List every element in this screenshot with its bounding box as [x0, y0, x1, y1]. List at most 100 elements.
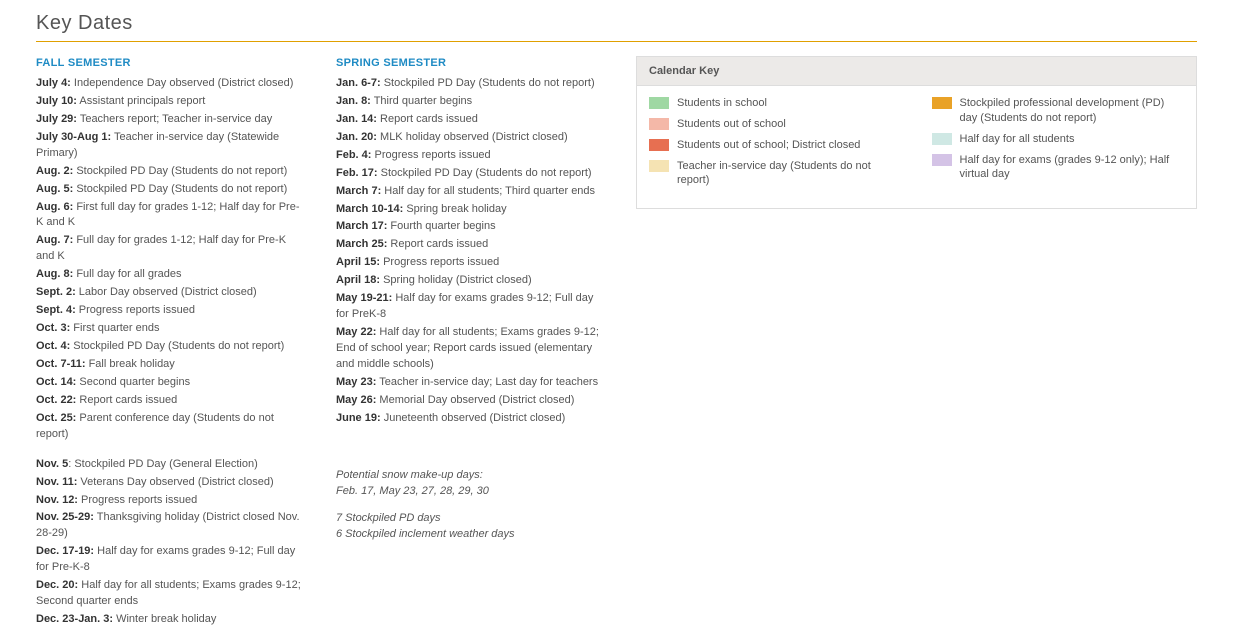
date-label: Sept. 4:	[36, 304, 76, 316]
date-text: Fourth quarter begins	[387, 220, 495, 232]
calendar-key-header: Calendar Key	[637, 57, 1196, 86]
date-label: Jan. 6-7:	[336, 77, 381, 89]
date-text: Labor Day observed (District closed)	[76, 286, 257, 298]
date-label: Oct. 22:	[36, 394, 76, 406]
date-label: Dec. 17-19:	[36, 545, 94, 557]
date-text: Stockpiled PD Day (Students do not repor…	[381, 77, 595, 89]
date-text: Teachers report; Teacher in-service day	[77, 113, 272, 125]
date-item: Nov. 11: Veterans Day observed (District…	[36, 475, 306, 491]
date-text: Veterans Day observed (District closed)	[77, 476, 273, 488]
date-item: Feb. 17: Stockpiled PD Day (Students do …	[336, 166, 606, 182]
date-item: Feb. 4: Progress reports issued	[336, 148, 606, 164]
date-item: July 4: Independence Day observed (Distr…	[36, 76, 306, 92]
date-item: Oct. 4: Stockpiled PD Day (Students do n…	[36, 339, 306, 355]
date-text: Third quarter begins	[371, 95, 472, 107]
color-swatch	[649, 139, 669, 151]
date-text: Second quarter begins	[76, 376, 190, 388]
color-swatch	[649, 118, 669, 130]
spring-header: SPRING SEMESTER	[336, 56, 606, 72]
key-label: Half day for exams (grades 9-12 only); H…	[960, 153, 1185, 183]
date-label: July 10:	[36, 95, 77, 107]
date-label: Feb. 4:	[336, 149, 371, 161]
date-text: Full day for all grades	[73, 268, 181, 280]
key-label: Students out of school	[677, 117, 786, 132]
key-item: Students out of school	[649, 117, 902, 132]
date-text: Spring holiday (District closed)	[380, 274, 532, 286]
date-item: June 19: Juneteenth observed (District c…	[336, 411, 606, 427]
date-label: Jan. 14:	[336, 113, 377, 125]
date-text: Winter break holiday	[113, 613, 216, 625]
date-label: March 17:	[336, 220, 387, 232]
key-item: Students in school	[649, 96, 902, 111]
date-text: Progress reports issued	[78, 494, 197, 506]
date-text: Progress reports issued	[76, 304, 195, 316]
date-text: First full day for grades 1-12; Half day…	[36, 201, 299, 229]
date-label: Aug. 2:	[36, 165, 73, 177]
date-text: Half day for all students; Exams grades …	[336, 326, 599, 370]
date-label: June 19:	[336, 412, 381, 424]
date-label: May 22:	[336, 326, 376, 338]
date-label: Oct. 25:	[36, 412, 76, 424]
date-item: Oct. 22: Report cards issued	[36, 393, 306, 409]
color-swatch	[932, 154, 952, 166]
date-item: Jan. 20: MLK holiday observed (District …	[336, 130, 606, 146]
footnote-line: 7 Stockpiled PD days	[336, 510, 606, 527]
date-item: Dec. 20: Half day for all students; Exam…	[36, 578, 306, 610]
key-label: Half day for all students	[960, 132, 1075, 147]
date-label: Nov. 12:	[36, 494, 78, 506]
footnote-line: 6 Stockpiled inclement weather days	[336, 526, 606, 543]
footnotes: Potential snow make-up days: Feb. 17, Ma…	[336, 467, 606, 543]
date-label: April 15:	[336, 256, 380, 268]
date-item: March 10-14: Spring break holiday	[336, 202, 606, 218]
date-text: Stockpiled PD Day (Students do not repor…	[378, 167, 592, 179]
date-item: Dec. 23-Jan. 3: Winter break holiday	[36, 612, 306, 628]
date-label: July 4:	[36, 77, 71, 89]
date-label: Oct. 4:	[36, 340, 70, 352]
date-label: Nov. 11:	[36, 476, 77, 488]
date-label: July 30-Aug 1:	[36, 131, 111, 143]
date-label: Jan. 20:	[336, 131, 377, 143]
date-item: Nov. 12: Progress reports issued	[36, 493, 306, 509]
date-item: April 18: Spring holiday (District close…	[336, 273, 606, 289]
date-label: Aug. 5:	[36, 183, 73, 195]
date-text: Assistant principals report	[77, 95, 205, 107]
date-item: July 29: Teachers report; Teacher in-ser…	[36, 112, 306, 128]
footnote-line: Potential snow make-up days:	[336, 467, 606, 484]
date-item: May 19-21: Half day for exams grades 9-1…	[336, 291, 606, 323]
date-item: July 10: Assistant principals report	[36, 94, 306, 110]
date-item: May 26: Memorial Day observed (District …	[336, 393, 606, 409]
date-label: Aug. 7:	[36, 234, 73, 246]
date-item: July 30-Aug 1: Teacher in-service day (S…	[36, 130, 306, 162]
date-label: July 29:	[36, 113, 77, 125]
key-label: Teacher in-service day (Students do not …	[677, 159, 902, 189]
date-label: Feb. 17:	[336, 167, 378, 179]
date-text: Full day for grades 1-12; Half day for P…	[36, 234, 286, 262]
date-label: Aug. 8:	[36, 268, 73, 280]
date-item: April 15: Progress reports issued	[336, 255, 606, 271]
content-row: FALL SEMESTER July 4: Independence Day o…	[36, 56, 1197, 630]
date-text: Progress reports issued	[371, 149, 490, 161]
date-text: Report cards issued	[76, 394, 177, 406]
date-item: Jan. 14: Report cards issued	[336, 112, 606, 128]
date-label: April 18:	[336, 274, 380, 286]
key-item: Half day for all students	[932, 132, 1185, 147]
key-item: Stockpiled professional development (PD)…	[932, 96, 1185, 126]
footnote-line: Feb. 17, May 23, 27, 28, 29, 30	[336, 483, 606, 500]
date-text: Half day for all students; Third quarter…	[381, 185, 595, 197]
date-label: May 19-21:	[336, 292, 392, 304]
date-text: Report cards issued	[377, 113, 478, 125]
key-label: Students out of school; District closed	[677, 138, 860, 153]
date-item: Aug. 2: Stockpiled PD Day (Students do n…	[36, 164, 306, 180]
date-label: Nov. 25-29:	[36, 511, 94, 523]
date-text: Progress reports issued	[380, 256, 499, 268]
date-item: Aug. 8: Full day for all grades	[36, 267, 306, 283]
date-item: Sept. 2: Labor Day observed (District cl…	[36, 285, 306, 301]
date-text: MLK holiday observed (District closed)	[377, 131, 568, 143]
date-label: May 23:	[336, 376, 376, 388]
color-swatch	[932, 133, 952, 145]
date-label: March 25:	[336, 238, 387, 250]
date-label: Oct. 7-11:	[36, 358, 86, 370]
date-text: Stockpiled PD Day (Students do not repor…	[73, 165, 287, 177]
date-text: Memorial Day observed (District closed)	[376, 394, 574, 406]
date-text: Fall break holiday	[86, 358, 175, 370]
